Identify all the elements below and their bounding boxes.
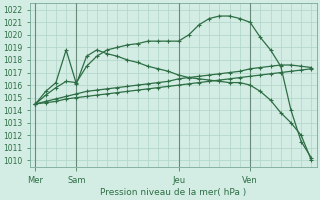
X-axis label: Pression niveau de la mer( hPa ): Pression niveau de la mer( hPa ) — [100, 188, 247, 197]
